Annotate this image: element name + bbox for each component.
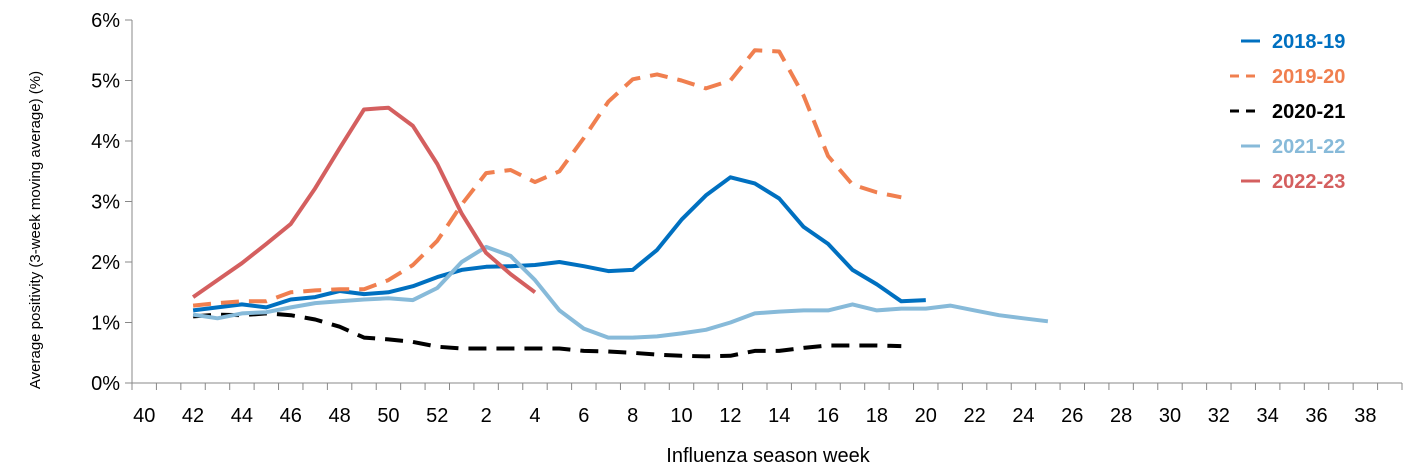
y-axis-title: Average positivity (3-week moving averag… [27,71,44,389]
legend-label: 2018-19 [1272,31,1345,53]
x-tick-label: 50 [377,405,399,427]
legend-label: 2022-23 [1272,171,1345,193]
series-line-2021-22 [192,244,1049,340]
x-tick-label: 8 [627,405,638,427]
x-tick-label: 44 [231,405,253,427]
x-tick-label: 22 [963,405,985,427]
y-tick-label: 4% [91,131,120,153]
y-tick-label: 0% [91,373,120,395]
series-line-2022-23 [191,105,537,299]
x-tick-label: 38 [1354,405,1376,427]
x-tick-label: 34 [1257,405,1279,427]
y-tick-label: 6% [91,10,120,32]
legend-label: 2020-21 [1272,101,1345,123]
x-tick-label: 18 [866,405,888,427]
legend-label: 2021-22 [1272,136,1345,158]
x-tick-label: 16 [817,405,839,427]
series-line-2018-19 [192,175,926,313]
legend-label: 2019-20 [1272,66,1345,88]
x-tick-label: 26 [1061,405,1083,427]
x-tick-label: 28 [1110,405,1132,427]
x-tick-label: 36 [1305,405,1327,427]
x-tick-label: 14 [768,405,790,427]
y-tick-label: 1% [91,313,120,335]
plot-area: 0%1%2%3%4%5%6%40 42 44 46 48 50 52 2 4 6 8 10 12 14 16… [91,10,1403,427]
y-tick-label: 2% [91,252,120,274]
x-axis-title: Influenza season week [666,445,870,467]
x-tick-label: 4 [529,405,540,427]
series-line-2019-20 [192,48,902,308]
x-tick-label: 32 [1208,405,1230,427]
x-tick-label: 24 [1012,405,1034,427]
x-tick-label: 10 [670,405,692,427]
y-tick-label: 5% [91,71,120,93]
x-tick-label: 12 [719,405,741,427]
x-tick-label: 46 [280,405,302,427]
y-axis-title-text: Average positivity (3-week moving averag… [27,71,44,389]
legend: 2018-19 2019-20 2020-21 2021-22 2022-23 [1230,31,1345,193]
x-tick-label: 40 [133,405,155,427]
x-tick-label: 48 [328,405,350,427]
x-tick-label: 30 [1159,405,1181,427]
x-tick-label: 42 [182,405,204,427]
x-tick-label: 6 [578,405,589,427]
y-tick-label: 3% [91,192,120,214]
x-tick-label: 52 [426,405,448,427]
x-tick-label: 2 [481,405,492,427]
x-tick-label: 20 [915,405,937,427]
series-line-2020-21 [192,311,902,359]
